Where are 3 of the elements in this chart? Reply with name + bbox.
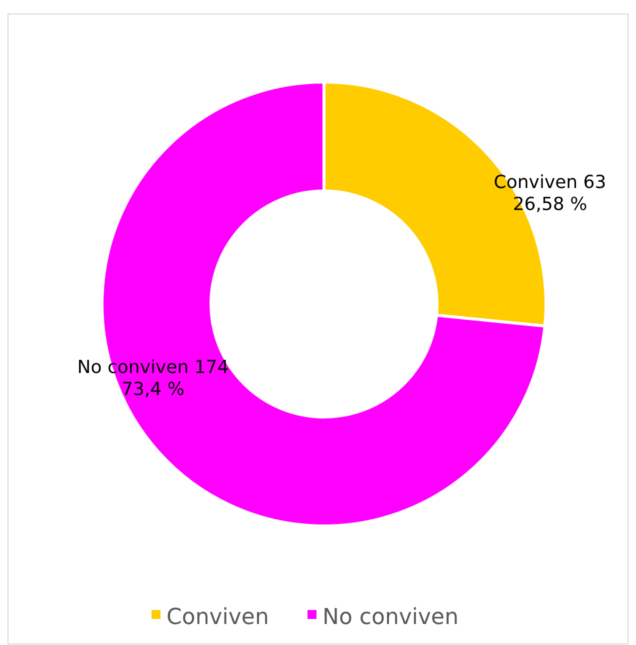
legend-label: Conviven (166, 605, 269, 630)
text: 73,4 % (122, 379, 184, 400)
legend-label: No conviven (322, 605, 459, 630)
